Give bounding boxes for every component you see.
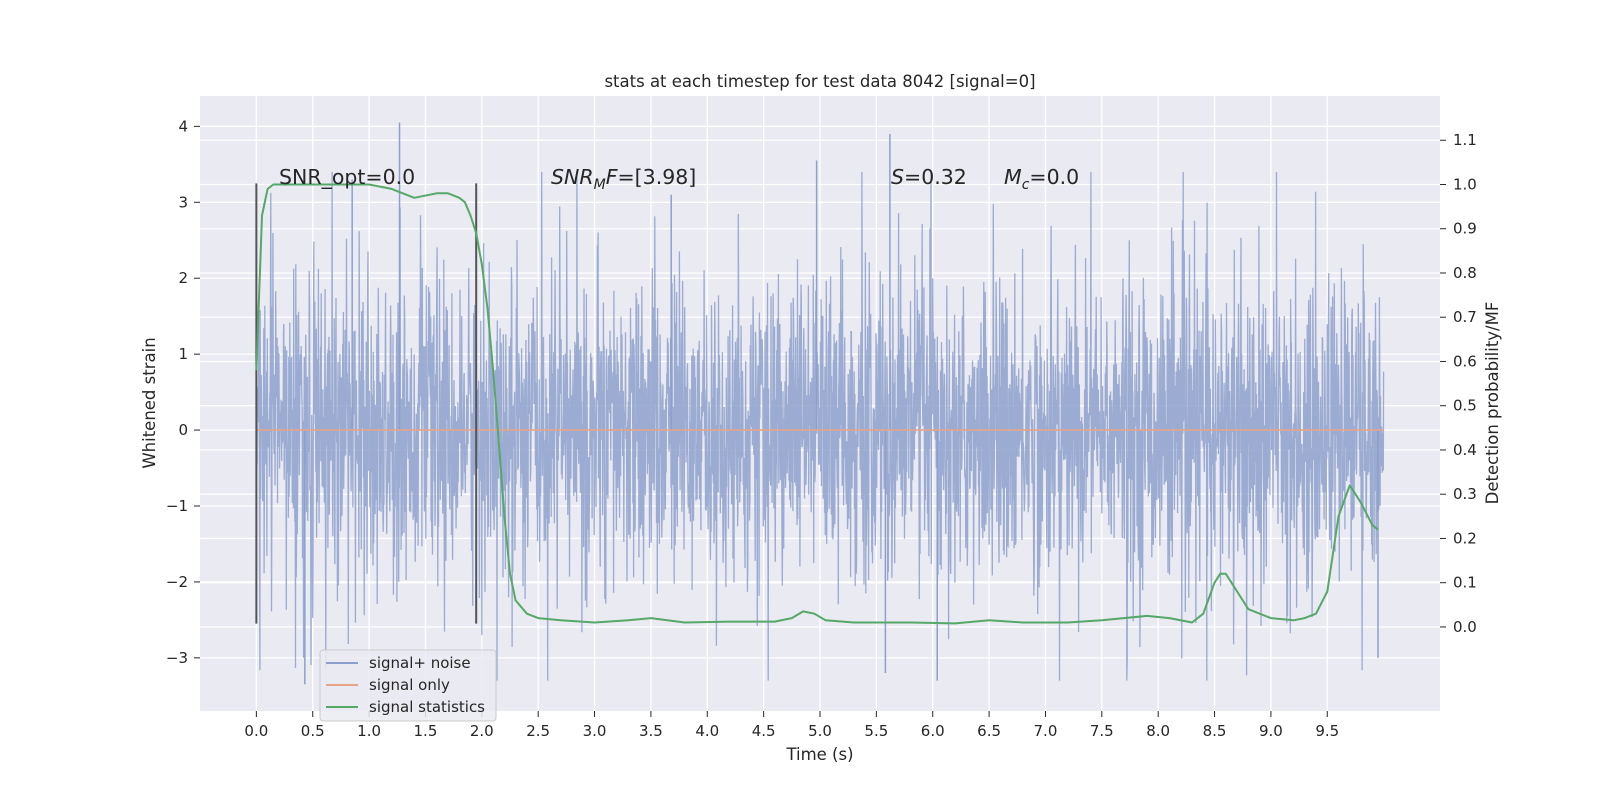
legend-box <box>319 649 497 722</box>
tick-label-y2: 0.9 <box>1453 220 1477 238</box>
tick-label-y2: 0.5 <box>1453 397 1477 415</box>
chart-title: stats at each timestep for test data 804… <box>604 72 1035 91</box>
tick-labels: −3 −2 −1 0 1 2 3 4 0.0 0.1 0.2 0.3 0.4 0.5 0.6 0.7 0.8 0.… <box>166 117 1477 740</box>
x-axis-label: Time (s) <box>785 745 853 764</box>
vertical-markers <box>255 183 478 624</box>
signal-statistics-line <box>255 183 1379 625</box>
tick-label-y2: 0.3 <box>1453 485 1477 503</box>
legend: signal+ noise signal only signal statist… <box>319 649 497 722</box>
tick-label-y: −3 <box>166 649 188 667</box>
tick-label-y: 4 <box>178 117 188 135</box>
signal-noise-series <box>255 122 1385 685</box>
tick-label-x: 3.5 <box>639 722 663 740</box>
tick-label-x: 2.0 <box>470 722 494 740</box>
tick-label-y2: 0.8 <box>1453 264 1477 282</box>
tick-label-x: 5.0 <box>808 722 832 740</box>
tick-label-y: 2 <box>178 269 188 287</box>
tick-label-y2: 1.1 <box>1453 131 1477 149</box>
tick-label-y: 1 <box>178 345 188 363</box>
snr-mf-tail: F <box>606 165 619 189</box>
signal-statistics-series <box>255 183 1379 625</box>
snr-mf-main: SNR <box>551 165 594 189</box>
tick-label-y: 0 <box>178 421 188 439</box>
tick-label-x: 4.5 <box>752 722 776 740</box>
tick-label-y: −1 <box>166 497 188 515</box>
tick-label-y2: 0.7 <box>1453 308 1477 326</box>
mc-main: M <box>1004 165 1022 189</box>
legend-label-noise: signal+ noise <box>369 654 471 672</box>
tick-label-x: 4.0 <box>695 722 719 740</box>
tick-label-y2: 0.1 <box>1453 574 1477 592</box>
mc-value: =0.0 <box>1029 165 1079 189</box>
tick-label-x: 7.5 <box>1090 722 1114 740</box>
tick-label-x: 6.5 <box>977 722 1001 740</box>
legend-label-stats: signal statistics <box>369 698 485 716</box>
snr-mf-value: =[3.98] <box>617 165 696 189</box>
tick-label-y: −2 <box>166 573 188 591</box>
tick-label-x: 3.0 <box>583 722 607 740</box>
y2-axis-label: Detection probability/MF <box>1483 302 1502 505</box>
tick-label-x: 8.5 <box>1203 722 1227 740</box>
tick-label-x: 1.0 <box>357 722 381 740</box>
s-main: S <box>891 165 904 189</box>
tick-label-y2: 0.6 <box>1453 352 1477 370</box>
tick-label-x: 2.5 <box>526 722 550 740</box>
tick-label-y2: 1.0 <box>1453 175 1477 193</box>
tick-label-y2: 0.4 <box>1453 441 1477 459</box>
tick-label-y: 3 <box>178 193 188 211</box>
tick-label-x: 7.0 <box>1034 722 1058 740</box>
tick-label-x: 8.0 <box>1146 722 1170 740</box>
annotation-s: S=0.32 <box>891 165 967 189</box>
legend-label-signal: signal only <box>369 676 450 694</box>
tick-label-x: 6.0 <box>921 722 945 740</box>
tick-label-y2: 0.2 <box>1453 529 1477 547</box>
snr-mf-sub: M <box>594 177 606 193</box>
annotation-snr-opt: SNR_opt=0.0 <box>279 165 415 190</box>
tick-label-x: 1.5 <box>414 722 438 740</box>
tick-label-x: 9.5 <box>1315 722 1339 740</box>
annotation-mc: Mc=0.0 <box>1004 165 1079 193</box>
tick-label-y2: 0.0 <box>1453 618 1477 636</box>
tick-label-x: 0.0 <box>244 722 268 740</box>
tick-label-x: 9.0 <box>1259 722 1283 740</box>
s-value: =0.32 <box>904 165 967 189</box>
tick-label-x: 5.5 <box>864 722 888 740</box>
mc-sub: c <box>1022 177 1030 193</box>
y-axis-label: Whitened strain <box>140 337 159 468</box>
tick-label-x: 0.5 <box>301 722 325 740</box>
annotation-snr-mf: SNRMF=[3.98] <box>551 165 696 193</box>
noise-trace <box>255 171 1385 681</box>
